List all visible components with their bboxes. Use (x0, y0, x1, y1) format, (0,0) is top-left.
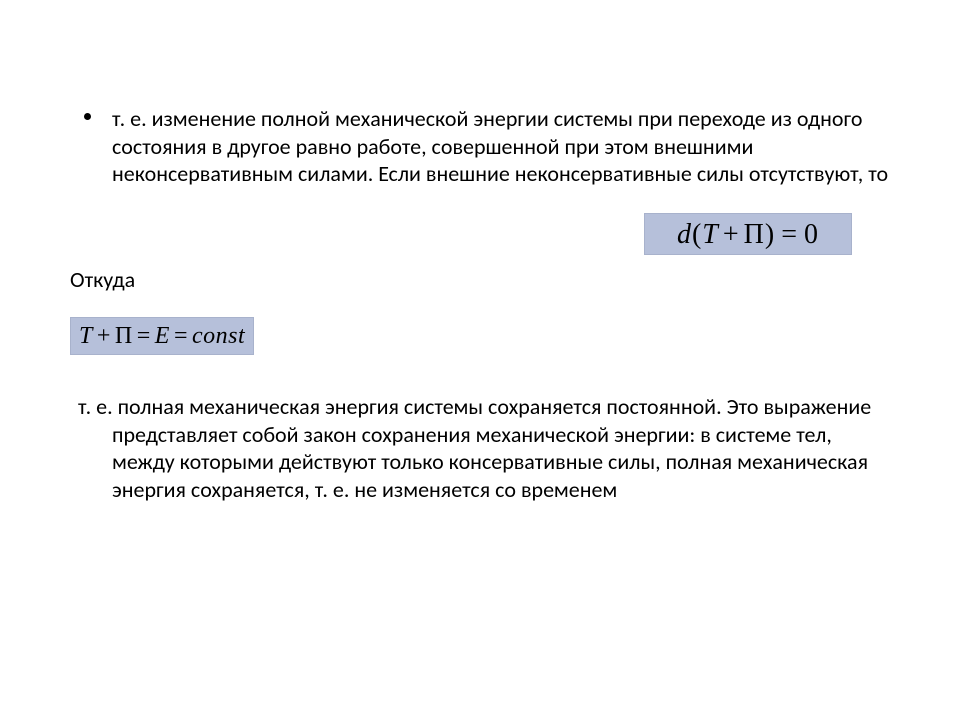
conclusion-block: т. е. полная механическая энергия систем… (70, 393, 890, 503)
from-where-label: Откуда (70, 266, 890, 294)
slide: т. е. изменение полной механической энер… (0, 0, 960, 720)
bullet-1-text: т. е. изменение полной механической энер… (112, 105, 890, 188)
formula1-eq: = (775, 217, 804, 252)
formula1-T: T (702, 217, 719, 252)
formula2-Pi: П (115, 321, 133, 351)
formula1-open: ( (692, 217, 702, 252)
formula2-eq1: = (133, 321, 155, 351)
formula1-plus: + (719, 217, 744, 252)
bullet-marker-icon (84, 113, 91, 120)
formula2-plus: + (93, 321, 115, 351)
formula2-eq2: = (170, 321, 192, 351)
formula1-close: ) (765, 217, 775, 252)
formula1-zero: 0 (804, 217, 819, 252)
formula2-const: const (192, 321, 245, 351)
formula-1: d ( T + П ) = 0 (644, 213, 852, 255)
formula-2-container: T + П = E = const (70, 317, 890, 355)
formula1-Pi: П (744, 217, 765, 252)
formula2-E: E (155, 321, 170, 351)
bullet-item-1: т. е. изменение полной механической энер… (70, 105, 890, 188)
formula2-T: T (79, 321, 93, 351)
formula1-d: d (677, 217, 692, 252)
formula-2: T + П = E = const (70, 317, 254, 355)
conclusion-text: т. е. полная механическая энергия систем… (112, 393, 890, 503)
